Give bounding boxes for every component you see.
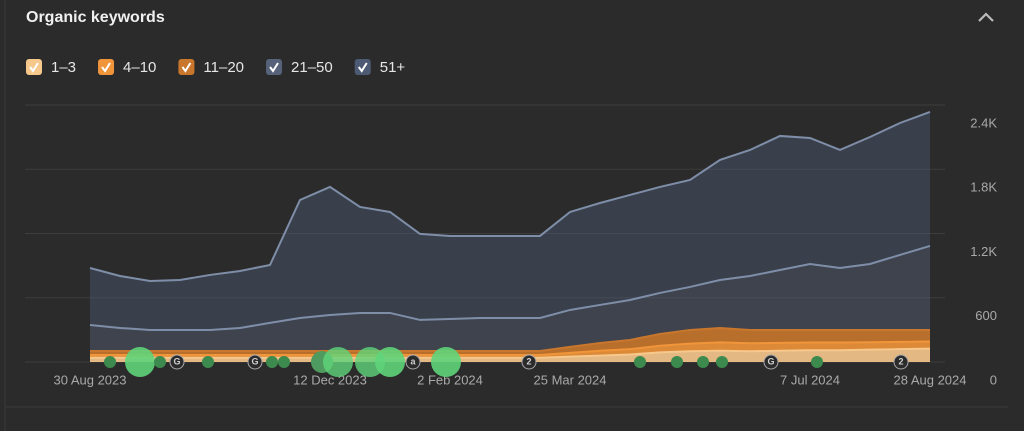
area-fill — [90, 341, 930, 358]
annotation-badge[interactable] — [405, 354, 421, 370]
event-dot[interactable] — [671, 356, 683, 368]
annotation-badge[interactable] — [893, 354, 909, 370]
annotation-label: 2 — [526, 356, 531, 366]
x-tick-label: 2 Feb 2024 — [417, 372, 483, 387]
legend: 1–3 4–10 11–20 21–50 51+ — [26, 59, 405, 76]
area-line — [89, 111, 931, 282]
area-fill — [90, 245, 930, 351]
legend-check — [357, 62, 368, 73]
y-tick-label: 1.8K — [970, 180, 997, 195]
legend-checkbox[interactable] — [178, 59, 195, 75]
annotation-badge[interactable] — [521, 354, 537, 370]
event-dot[interactable] — [634, 356, 646, 368]
legend-label: 1–3 — [51, 59, 76, 76]
event-dot[interactable] — [431, 347, 461, 377]
x-tick-label: 7 Jul 2024 — [780, 372, 840, 387]
area-line — [89, 244, 931, 331]
event-markers: G G a 2 G 2 — [104, 347, 909, 377]
legend-checkbox[interactable] — [98, 59, 115, 75]
area-line — [90, 347, 931, 359]
panel-title: Organic keywords — [26, 9, 165, 26]
legend-label: 11–20 — [203, 59, 244, 76]
area-line — [90, 340, 931, 357]
event-dot[interactable] — [266, 356, 278, 368]
legend-label: 4–10 — [123, 59, 156, 76]
x-tick-label: 25 Mar 2024 — [534, 372, 607, 387]
legend-check — [101, 62, 111, 73]
legend-checkbox[interactable] — [266, 59, 283, 75]
legend-check — [269, 62, 279, 73]
legend-check — [29, 62, 39, 73]
area-fill — [90, 327, 930, 356]
annotation-label: a — [410, 356, 416, 366]
annotation-badge[interactable] — [247, 354, 263, 370]
y-tick-label: 0 — [990, 372, 997, 387]
event-dot[interactable] — [202, 356, 214, 368]
area-line — [90, 326, 930, 352]
event-dot[interactable] — [811, 356, 823, 368]
event-dot[interactable] — [154, 356, 166, 368]
area-fill — [90, 111, 930, 330]
annotation-label: G — [173, 356, 180, 366]
event-dot[interactable] — [697, 356, 709, 368]
y-tick-label: 2.4K — [970, 115, 997, 130]
event-dot[interactable] — [278, 356, 290, 368]
y-tick-label: 600 — [975, 308, 997, 323]
event-dot[interactable] — [323, 347, 353, 377]
annotation-badge[interactable] — [763, 354, 779, 370]
x-tick-label: 12 Dec 2023 — [293, 372, 367, 387]
annotation-label: G — [767, 356, 774, 366]
annotation-badge[interactable] — [169, 354, 185, 370]
legend-checkbox[interactable] — [26, 59, 42, 75]
legend-label: 51+ — [380, 59, 406, 76]
y-tick-label: 1.2K — [970, 244, 997, 259]
annotation-label: 2 — [898, 356, 903, 366]
legend-checkbox[interactable] — [354, 59, 371, 75]
annotation-label: G — [251, 356, 258, 366]
event-dot[interactable] — [104, 356, 116, 368]
x-tick-label: 30 Aug 2023 — [53, 372, 126, 387]
legend-label: 21–50 — [291, 59, 333, 76]
x-tick-label: 28 Aug 2024 — [893, 372, 966, 387]
event-dot[interactable] — [125, 347, 155, 377]
event-dot[interactable] — [716, 356, 728, 368]
collapse-chevron[interactable] — [978, 12, 994, 22]
event-dot[interactable] — [375, 347, 405, 377]
legend-check — [181, 62, 192, 73]
grid: 0 600 1.2K 1.8K 2.4K 30 Aug 2023 12 Dec 2023 2 … — [25, 104, 997, 387]
